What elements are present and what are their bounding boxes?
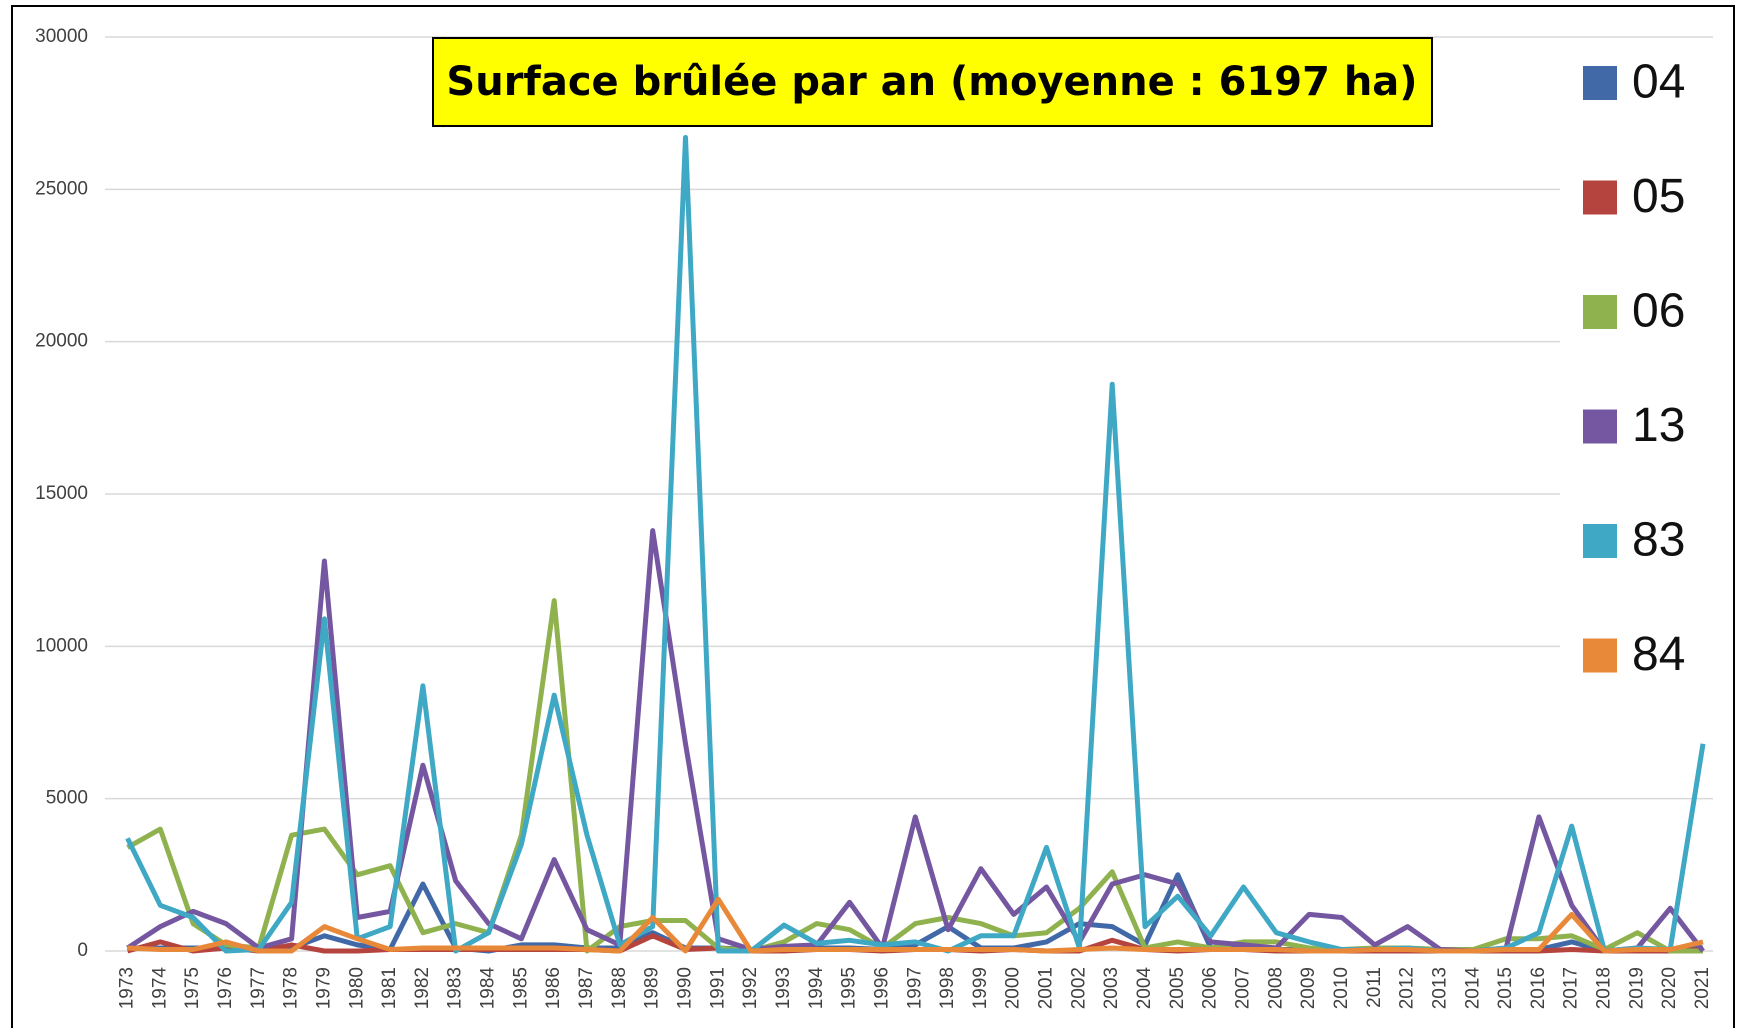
legend-bg (1560, 40, 1730, 720)
x-tick-label: 1998 (937, 967, 958, 1009)
x-tick-label: 1988 (609, 967, 630, 1009)
legend-label: 13 (1632, 399, 1685, 452)
y-tick-label: 30000 (35, 26, 88, 47)
x-tick-label: 2018 (1594, 967, 1615, 1009)
x-tick-label: 2004 (1134, 967, 1155, 1010)
x-tick-label: 1986 (543, 967, 564, 1009)
x-tick-label: 2005 (1167, 967, 1188, 1009)
x-tick-label: 1974 (149, 967, 170, 1010)
x-tick-label: 1973 (117, 967, 138, 1009)
x-tick-label: 1999 (970, 967, 991, 1009)
legend-label: 83 (1632, 514, 1685, 567)
series-line (127, 896, 1704, 954)
x-tick-label: 1975 (182, 967, 203, 1009)
x-tick-label: 1984 (478, 967, 499, 1010)
frame (11, 5, 1735, 1028)
x-tick-label: 2007 (1232, 967, 1253, 1009)
x-tick-label: 2016 (1528, 967, 1549, 1009)
x-tick-label: 1976 (215, 967, 236, 1009)
chart-title: Surface brûlée par an (moyenne : 6197 ha… (446, 59, 1417, 105)
x-tick-label: 2013 (1429, 967, 1450, 1009)
y-tick-label: 20000 (35, 331, 88, 352)
x-tick-label: 2019 (1626, 967, 1647, 1009)
legend-swatch (1583, 638, 1617, 673)
x-tick-label: 1991 (707, 967, 728, 1009)
x-tick-label: 1996 (871, 967, 892, 1009)
x-tick-label: 1985 (510, 967, 531, 1009)
x-tick-label: 2017 (1561, 967, 1582, 1009)
x-tick-label: 2002 (1068, 967, 1089, 1009)
x-tick-label: 1995 (839, 967, 860, 1009)
legend-label: 84 (1632, 628, 1685, 681)
x-tick-label: 1992 (740, 967, 761, 1009)
x-tick-label: 1994 (806, 967, 827, 1010)
x-tick-label: 2011 (1364, 967, 1385, 1008)
x-tick-label: 1989 (642, 967, 663, 1009)
x-tick-label: 2014 (1462, 967, 1483, 1010)
x-tick-label: 2012 (1397, 967, 1418, 1009)
x-tick-label: 1977 (248, 967, 269, 1009)
legend-swatch (1583, 295, 1617, 329)
x-tick-label: 2000 (1003, 967, 1024, 1009)
x-tick-label: 1978 (281, 967, 302, 1009)
y-tick-label: 0 (77, 940, 88, 961)
legend-swatch (1583, 180, 1617, 215)
x-tick-label: 1980 (346, 967, 367, 1009)
y-tick-label: 10000 (35, 635, 88, 656)
y-tick-label: 5000 (46, 788, 88, 809)
legend-swatch (1583, 66, 1617, 100)
title-box (432, 37, 1433, 127)
x-tick-label: 2010 (1331, 967, 1352, 1009)
x-tick-label: 1990 (675, 967, 696, 1009)
y-tick-label: 25000 (35, 178, 88, 199)
legend-label: 06 (1632, 285, 1685, 338)
x-tick-label: 1981 (379, 967, 400, 1009)
x-tick-label: 2001 (1036, 967, 1057, 1009)
legend-label: 05 (1632, 170, 1685, 223)
x-tick-label: 2006 (1200, 967, 1221, 1009)
x-tick-label: 1979 (313, 967, 334, 1009)
x-tick-label: 1982 (412, 967, 433, 1009)
x-tick-label: 2003 (1101, 967, 1122, 1009)
x-tick-label: 1987 (576, 967, 597, 1009)
x-tick-label: 2008 (1265, 967, 1286, 1009)
x-tick-label: 2015 (1495, 967, 1516, 1009)
x-tick-label: 2009 (1298, 967, 1319, 1009)
x-tick-label: 2021 (1692, 967, 1713, 1009)
legend-swatch (1583, 409, 1617, 444)
x-tick-label: 1983 (445, 967, 466, 1009)
legend-swatch (1583, 524, 1617, 558)
legend-label: 04 (1632, 56, 1685, 109)
x-tick-label: 1997 (904, 967, 925, 1009)
x-tick-label: 2020 (1659, 967, 1680, 1009)
y-tick-label: 15000 (35, 483, 88, 504)
x-tick-label: 1993 (773, 967, 794, 1009)
